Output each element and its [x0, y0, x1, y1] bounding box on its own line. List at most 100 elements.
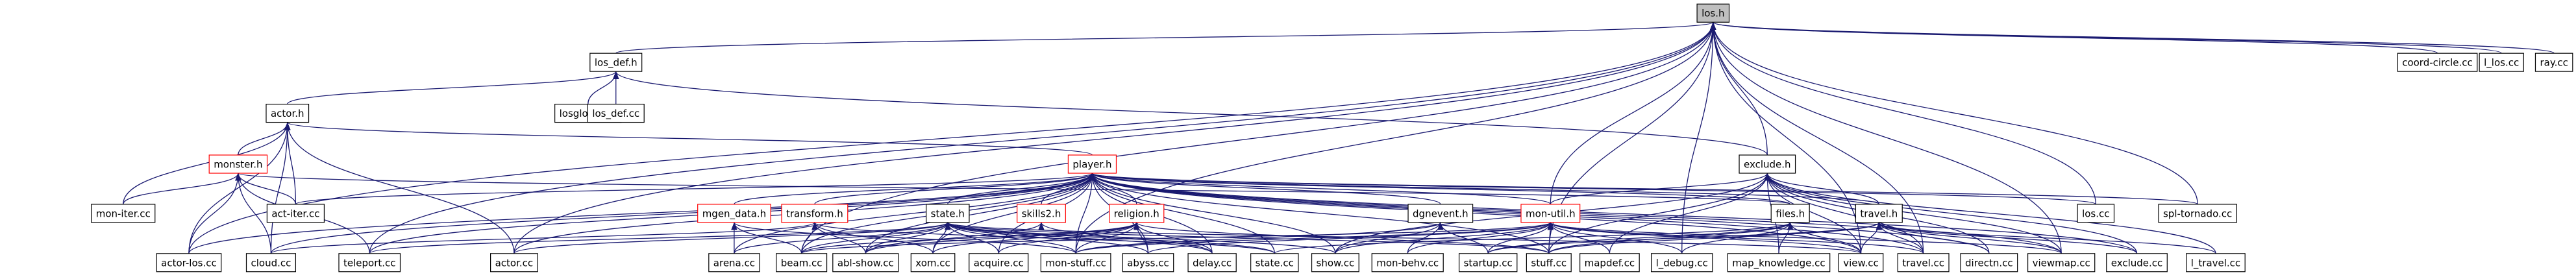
- node: actor.cc: [490, 253, 538, 272]
- include-edge: [1075, 222, 1444, 254]
- include-edge: [1089, 173, 1441, 205]
- node-box: [1960, 253, 2018, 272]
- include-edge: [1038, 222, 1213, 254]
- node-box: [1526, 253, 1572, 272]
- include-edge: [1548, 173, 1770, 254]
- node: arena.cc: [708, 253, 760, 272]
- include-edge: [800, 22, 1716, 254]
- node: los_def.h: [589, 53, 643, 72]
- node-box: [1109, 204, 1165, 223]
- include-edge: [731, 222, 802, 254]
- include-edge: [270, 173, 1095, 254]
- node: transform.h: [781, 204, 848, 223]
- node-label: cloud.cc: [251, 257, 291, 269]
- node-label: acquire.cc: [974, 257, 1024, 269]
- node-label: stuff.cc: [1531, 257, 1567, 269]
- node: actor-los.cc: [156, 253, 222, 272]
- node-label: abl-show.cc: [837, 257, 894, 269]
- include-edge: [1089, 173, 2138, 254]
- include-edge: [1710, 22, 2198, 204]
- node: l_debug.cc: [1651, 253, 1713, 272]
- node-box: [969, 253, 1029, 272]
- node-box: [1017, 204, 1066, 223]
- node-label: l_debug.cc: [1656, 257, 1708, 269]
- node: exclude.h: [1739, 154, 1796, 174]
- node-box: [266, 204, 325, 223]
- node: acquire.cc: [969, 253, 1029, 272]
- node-box: [1855, 204, 1903, 223]
- include-edge: [1710, 21, 2502, 54]
- include-edge: [1764, 173, 1924, 254]
- node: skills2.h: [1017, 204, 1066, 223]
- node: spl-tornado.cc: [2158, 204, 2237, 223]
- node: los.cc: [2077, 204, 2115, 223]
- node-box: [2479, 53, 2524, 72]
- node-box: [1579, 253, 1640, 272]
- include-edge: [1274, 222, 1793, 254]
- node-label: act-iter.cc: [271, 208, 319, 219]
- include-edge: [734, 173, 1096, 254]
- node-label: teleport.cc: [343, 257, 396, 269]
- node: abyss.cc: [1122, 253, 1174, 272]
- node-box: [156, 253, 222, 272]
- node: beam.cc: [776, 253, 828, 272]
- node-label: mon-iter.cc: [96, 208, 151, 219]
- include-edge: [613, 71, 1768, 156]
- node-label: monster.h: [214, 159, 262, 171]
- node: mon-stuff.cc: [1040, 253, 1111, 272]
- include-edge: [235, 173, 272, 254]
- node-label: mon-stuff.cc: [1045, 257, 1106, 269]
- include-edge: [1764, 173, 1879, 205]
- include-edge: [615, 21, 1716, 54]
- node: actor.h: [266, 103, 310, 123]
- node-box: [587, 103, 645, 123]
- node-box: [1311, 253, 1359, 272]
- node-box: [697, 204, 771, 223]
- include-edge: [814, 173, 1095, 205]
- node-label: l_los.cc: [2484, 57, 2519, 69]
- node-box: [2534, 53, 2573, 72]
- node-label: travel.h: [1860, 208, 1898, 219]
- include-edge: [1764, 173, 2062, 254]
- include-edge: [1710, 21, 2438, 54]
- node-label: mapdef.cc: [1585, 257, 1635, 269]
- node-box: [1897, 253, 1950, 272]
- node-box: [1040, 253, 1111, 272]
- include-edge: [1876, 222, 2216, 254]
- node-box: [1067, 154, 1117, 174]
- node-box: [1458, 253, 1518, 272]
- include-edge: [284, 122, 297, 204]
- node-box: [776, 253, 828, 272]
- include-edge: [998, 222, 1140, 254]
- include-edge: [588, 71, 619, 104]
- node: viewmap.cc: [2027, 253, 2096, 272]
- include-edge: [945, 222, 1862, 254]
- node: religion.h: [1109, 204, 1165, 223]
- include-edge: [1550, 22, 1716, 204]
- include-edge: [1335, 222, 1444, 254]
- node-box: [832, 253, 899, 272]
- node-label: dgnevent.h: [1413, 208, 1468, 219]
- include-edge: [800, 222, 951, 254]
- include-edge: [188, 173, 1095, 254]
- node-box: [338, 253, 401, 272]
- include-edge: [369, 22, 1716, 254]
- node-box: [1727, 253, 1831, 272]
- node: los.h: [1696, 3, 1730, 23]
- node-label: mon-behv.cc: [1376, 257, 1439, 269]
- include-edge: [865, 222, 1045, 254]
- node-box: [708, 253, 760, 272]
- node-label: view.cc: [1843, 257, 1878, 269]
- include-edge: [945, 222, 1149, 254]
- node-box: [1122, 253, 1174, 272]
- node: l_travel.cc: [2186, 253, 2246, 272]
- include-edge: [734, 222, 951, 254]
- include-edge: [945, 222, 1336, 254]
- node-label: map_knowledge.cc: [1732, 257, 1825, 269]
- node-box: [1739, 154, 1796, 174]
- include-edge: [1407, 222, 1554, 254]
- node: ray.cc: [2534, 53, 2573, 72]
- include-edge: [1710, 22, 1924, 254]
- node-box: [1838, 253, 1884, 272]
- node-box: [91, 204, 156, 223]
